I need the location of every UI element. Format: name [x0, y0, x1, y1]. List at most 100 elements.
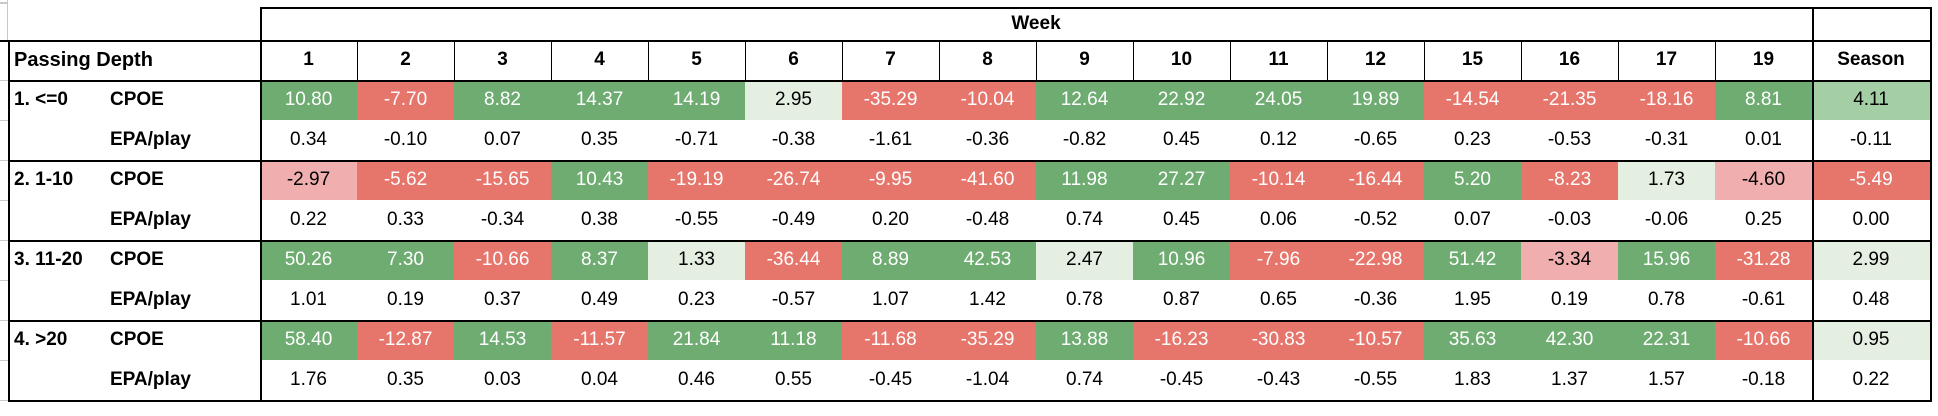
epa-value-cell[interactable]: 0.19: [357, 280, 454, 320]
epa-value-cell[interactable]: -0.45: [1133, 360, 1230, 400]
cpoe-value-cell[interactable]: 5.20: [1424, 160, 1521, 200]
epa-value-cell[interactable]: 0.04: [551, 360, 648, 400]
row-label-cell[interactable]: 4. >20 CPOE: [8, 320, 260, 360]
season-value-cell[interactable]: -5.49: [1812, 160, 1930, 200]
cpoe-value-cell[interactable]: 7.30: [357, 240, 454, 280]
cpoe-value-cell[interactable]: 58.40: [260, 320, 357, 360]
cpoe-value-cell[interactable]: -16.44: [1327, 160, 1424, 200]
cpoe-value-cell[interactable]: -9.95: [842, 160, 939, 200]
epa-value-cell[interactable]: -0.45: [842, 360, 939, 400]
epa-value-cell[interactable]: -0.18: [1715, 360, 1812, 400]
epa-value-cell[interactable]: 0.78: [1036, 280, 1133, 320]
epa-value-cell[interactable]: 0.19: [1521, 280, 1618, 320]
cpoe-value-cell[interactable]: -10.66: [1715, 320, 1812, 360]
season-header[interactable]: Season: [1837, 49, 1905, 70]
cpoe-value-cell[interactable]: 2.47: [1036, 240, 1133, 280]
epa-value-cell[interactable]: 1.37: [1521, 360, 1618, 400]
week-column-header[interactable]: 1: [303, 49, 314, 70]
cpoe-value-cell[interactable]: -22.98: [1327, 240, 1424, 280]
week-column-header[interactable]: 6: [788, 49, 799, 70]
epa-value-cell[interactable]: -1.04: [939, 360, 1036, 400]
epa-value-cell[interactable]: 1.07: [842, 280, 939, 320]
epa-value-cell[interactable]: -0.55: [648, 200, 745, 240]
epa-value-cell[interactable]: -0.48: [939, 200, 1036, 240]
cpoe-value-cell[interactable]: 8.81: [1715, 80, 1812, 120]
cpoe-value-cell[interactable]: 19.89: [1327, 80, 1424, 120]
epa-value-cell[interactable]: 0.65: [1230, 280, 1327, 320]
epa-value-cell[interactable]: 0.87: [1133, 280, 1230, 320]
epa-value-cell[interactable]: -0.03: [1521, 200, 1618, 240]
cpoe-value-cell[interactable]: -36.44: [745, 240, 842, 280]
cpoe-value-cell[interactable]: 50.26: [260, 240, 357, 280]
cpoe-value-cell[interactable]: 10.80: [260, 80, 357, 120]
cpoe-value-cell[interactable]: 22.92: [1133, 80, 1230, 120]
epa-value-cell[interactable]: 0.22: [260, 200, 357, 240]
cpoe-value-cell[interactable]: 27.27: [1133, 160, 1230, 200]
cpoe-value-cell[interactable]: 10.96: [1133, 240, 1230, 280]
cpoe-value-cell[interactable]: 12.64: [1036, 80, 1133, 120]
epa-value-cell[interactable]: 0.38: [551, 200, 648, 240]
epa-value-cell[interactable]: -0.55: [1327, 360, 1424, 400]
epa-value-cell[interactable]: 0.74: [1036, 360, 1133, 400]
cpoe-value-cell[interactable]: 24.05: [1230, 80, 1327, 120]
week-column-header[interactable]: 15: [1461, 49, 1484, 70]
cpoe-value-cell[interactable]: -10.14: [1230, 160, 1327, 200]
epa-value-cell[interactable]: 0.35: [357, 360, 454, 400]
season-value-cell[interactable]: 0.00: [1812, 200, 1930, 240]
epa-value-cell[interactable]: 0.23: [648, 280, 745, 320]
epa-value-cell[interactable]: 0.07: [454, 120, 551, 160]
cpoe-value-cell[interactable]: -4.60: [1715, 160, 1812, 200]
row-label-cell[interactable]: 2. 1-10 CPOE: [8, 160, 260, 200]
week-column-header[interactable]: 11: [1268, 49, 1289, 70]
season-value-cell[interactable]: -0.11: [1812, 120, 1930, 160]
cpoe-value-cell[interactable]: -10.57: [1327, 320, 1424, 360]
cpoe-value-cell[interactable]: 14.53: [454, 320, 551, 360]
cpoe-value-cell[interactable]: -11.68: [842, 320, 939, 360]
cpoe-value-cell[interactable]: 1.73: [1618, 160, 1715, 200]
season-value-cell[interactable]: 0.95: [1812, 320, 1930, 360]
epa-value-cell[interactable]: -0.34: [454, 200, 551, 240]
cpoe-value-cell[interactable]: 42.30: [1521, 320, 1618, 360]
epa-value-cell[interactable]: 1.95: [1424, 280, 1521, 320]
epa-value-cell[interactable]: 0.78: [1618, 280, 1715, 320]
epa-value-cell[interactable]: -1.61: [842, 120, 939, 160]
cpoe-value-cell[interactable]: 42.53: [939, 240, 1036, 280]
cpoe-value-cell[interactable]: -8.23: [1521, 160, 1618, 200]
row-label-cell[interactable]: EPA/play: [8, 360, 260, 400]
epa-value-cell[interactable]: 0.23: [1424, 120, 1521, 160]
epa-value-cell[interactable]: 0.74: [1036, 200, 1133, 240]
week-column-header[interactable]: 10: [1170, 49, 1193, 70]
row-label-cell[interactable]: 3. 11-20 CPOE: [8, 240, 260, 280]
cpoe-value-cell[interactable]: -10.04: [939, 80, 1036, 120]
cpoe-value-cell[interactable]: 14.37: [551, 80, 648, 120]
cpoe-value-cell[interactable]: 8.82: [454, 80, 551, 120]
epa-value-cell[interactable]: -0.82: [1036, 120, 1133, 160]
cpoe-value-cell[interactable]: -35.29: [939, 320, 1036, 360]
epa-value-cell[interactable]: 1.76: [260, 360, 357, 400]
cpoe-value-cell[interactable]: -30.83: [1230, 320, 1327, 360]
cpoe-value-cell[interactable]: 35.63: [1424, 320, 1521, 360]
cpoe-value-cell[interactable]: -10.66: [454, 240, 551, 280]
season-value-cell[interactable]: 0.22: [1812, 360, 1930, 400]
epa-value-cell[interactable]: 0.35: [551, 120, 648, 160]
epa-value-cell[interactable]: 0.20: [842, 200, 939, 240]
week-column-header[interactable]: 2: [400, 49, 411, 70]
epa-value-cell[interactable]: -0.52: [1327, 200, 1424, 240]
season-value-cell[interactable]: 0.48: [1812, 280, 1930, 320]
cpoe-value-cell[interactable]: -5.62: [357, 160, 454, 200]
cpoe-value-cell[interactable]: -21.35: [1521, 80, 1618, 120]
epa-value-cell[interactable]: -0.38: [745, 120, 842, 160]
cpoe-value-cell[interactable]: 15.96: [1618, 240, 1715, 280]
row-header[interactable]: Passing Depth: [14, 48, 153, 71]
cpoe-value-cell[interactable]: -2.97: [260, 160, 357, 200]
epa-value-cell[interactable]: 0.12: [1230, 120, 1327, 160]
cpoe-value-cell[interactable]: 21.84: [648, 320, 745, 360]
cpoe-value-cell[interactable]: 22.31: [1618, 320, 1715, 360]
epa-value-cell[interactable]: -0.53: [1521, 120, 1618, 160]
cpoe-value-cell[interactable]: -3.34: [1521, 240, 1618, 280]
cpoe-value-cell[interactable]: -26.74: [745, 160, 842, 200]
season-value-cell[interactable]: 2.99: [1812, 240, 1930, 280]
week-column-header[interactable]: 7: [885, 49, 896, 70]
week-column-header[interactable]: 9: [1079, 49, 1090, 70]
epa-value-cell[interactable]: 0.01: [1715, 120, 1812, 160]
